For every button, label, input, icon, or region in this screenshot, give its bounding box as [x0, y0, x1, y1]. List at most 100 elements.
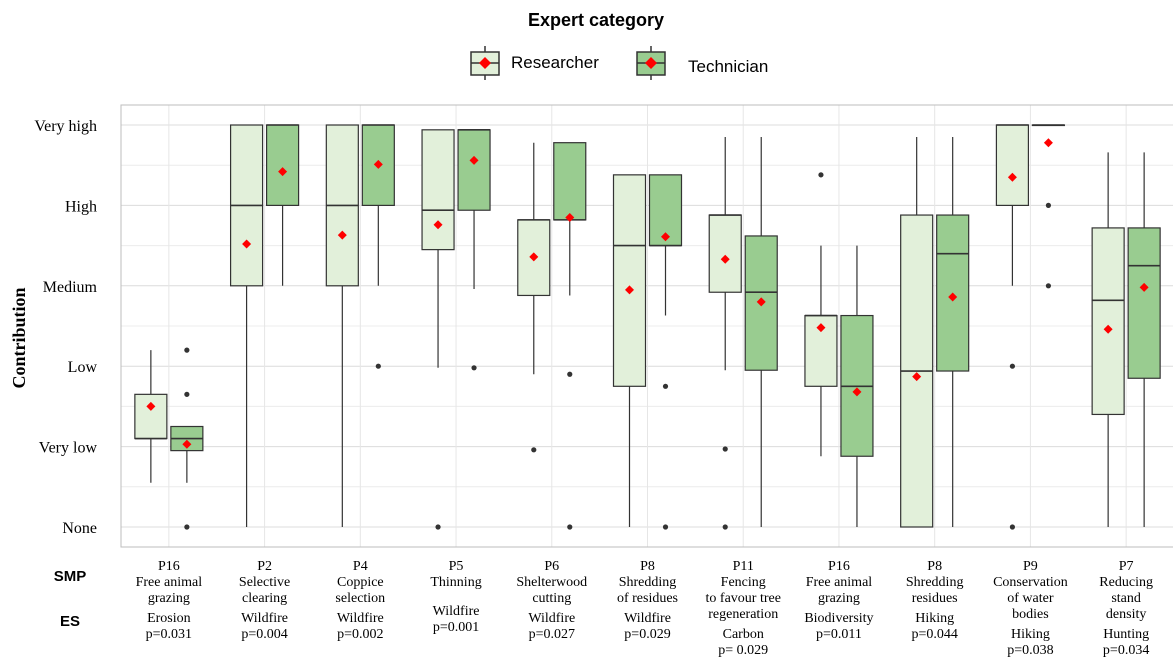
outlier-point [1045, 202, 1052, 208]
legend-item-technician[interactable]: Technician [636, 46, 768, 80]
x-label-es: Wildfire [241, 611, 288, 626]
outlier-point [375, 363, 381, 369]
x-label-smp: P16 [828, 559, 850, 574]
mean-diamond [852, 387, 862, 397]
x-label-es: Hiking [1011, 627, 1050, 642]
box-technician [744, 137, 778, 527]
x-label-pvalue: p=0.011 [816, 627, 862, 642]
box-iqr [1127, 227, 1161, 379]
x-label-smp: Fencing [721, 575, 766, 590]
outlier-point [435, 524, 441, 530]
mean-diamond [469, 155, 479, 165]
outlier-point [531, 447, 537, 453]
x-label-smp: residues [912, 591, 958, 606]
x-label-pvalue: p=0.044 [911, 627, 957, 642]
x-label-smp: Selective [239, 575, 290, 590]
x-label-smp: P7 [1119, 559, 1134, 574]
outlier-point [567, 524, 573, 530]
outlier-point [662, 383, 669, 389]
box-researcher [900, 137, 934, 528]
x-label-smp: bodies [1012, 607, 1049, 622]
legend-key-mean-diamond [479, 57, 491, 69]
y-tick-label: Very low [39, 440, 98, 457]
x-label-smp: P16 [158, 559, 180, 574]
box-iqr [134, 393, 168, 440]
box-technician [265, 124, 300, 286]
x-label-es: Hiking [915, 611, 954, 626]
x-label-smp: Free animal [136, 575, 203, 590]
x-label-smp: P4 [353, 559, 368, 574]
y-tick-label: Low [68, 359, 98, 376]
mean-diamond [242, 239, 252, 249]
y-tick-label: High [65, 198, 97, 215]
outlier-point [1009, 363, 1016, 369]
box-technician [457, 129, 491, 371]
outlier-point [567, 371, 573, 377]
mean-diamond [912, 372, 922, 382]
outlier-point [471, 365, 477, 371]
legend-label-researcher: Researcher [511, 53, 599, 72]
x-label-es: Hunting [1103, 627, 1149, 642]
box-researcher [708, 137, 742, 530]
box-technician [1127, 152, 1161, 527]
x-label-pvalue: p=0.034 [1103, 643, 1149, 658]
x-label-es: Carbon [723, 627, 764, 642]
x-label-smp: P8 [640, 559, 655, 574]
x-label-smp: Coppice [337, 575, 384, 590]
x-label-smp: selection [335, 591, 385, 606]
outlier-point [1009, 524, 1016, 530]
mean-diamond [565, 212, 575, 222]
mean-diamond [1007, 172, 1017, 182]
outlier-point [818, 172, 824, 178]
plot-panel-border [120, 104, 1173, 548]
mean-diamond [373, 159, 383, 169]
x-label-smp: density [1106, 607, 1146, 622]
box-researcher [325, 124, 359, 527]
box-iqr [708, 214, 742, 293]
outlier-point [184, 524, 190, 530]
outlier-point [1045, 283, 1052, 289]
outlier-point [184, 347, 190, 353]
box-researcher [134, 350, 168, 483]
x-label-smp: Shelterwood [516, 575, 587, 590]
x-label-smp: P9 [1023, 559, 1038, 574]
x-label-es: Biodiversity [804, 611, 873, 626]
x-label-smp: of residues [617, 591, 678, 606]
mean-diamond [816, 323, 826, 333]
box-technician [936, 137, 970, 527]
grid-lines [121, 105, 1173, 547]
row-label-smp: SMP [54, 568, 87, 585]
mean-diamond [756, 297, 766, 307]
box-technician [840, 245, 874, 527]
x-label-pvalue: p=0.004 [241, 627, 287, 642]
mean-diamond [182, 439, 192, 449]
box-researcher [612, 174, 647, 527]
legend-key-mean-diamond [645, 57, 657, 69]
x-label-smp: Shredding [906, 575, 964, 590]
x-label-smp: grazing [818, 591, 860, 606]
x-label-pvalue: p=0.031 [146, 627, 192, 642]
mean-diamond [1139, 282, 1149, 292]
x-label-pvalue: p=0.038 [1007, 643, 1053, 658]
x-label-smp: Conservation [993, 575, 1068, 590]
row-label-es: ES [60, 613, 80, 630]
box-iqr [1091, 227, 1125, 416]
outlier-point [722, 524, 728, 530]
y-tick-label: Very high [34, 118, 97, 135]
y-tick-labels: None Very low Low Medium High Very high [34, 118, 97, 537]
x-label-smp: clearing [242, 591, 287, 606]
legend-item-researcher[interactable]: Researcher [470, 46, 599, 80]
boxes [134, 124, 1161, 530]
x-label-smp: Thinning [430, 575, 481, 590]
x-label-smp: stand [1111, 591, 1141, 606]
box-technician [170, 347, 204, 530]
box-researcher [421, 129, 455, 530]
mean-diamond [337, 230, 347, 240]
outlier-point [184, 391, 190, 397]
mean-diamond [625, 285, 634, 295]
outlier-point [662, 524, 669, 530]
box-researcher [995, 124, 1030, 530]
box-researcher [804, 172, 838, 457]
mean-diamond [1103, 324, 1113, 334]
box-technician [1031, 124, 1066, 289]
